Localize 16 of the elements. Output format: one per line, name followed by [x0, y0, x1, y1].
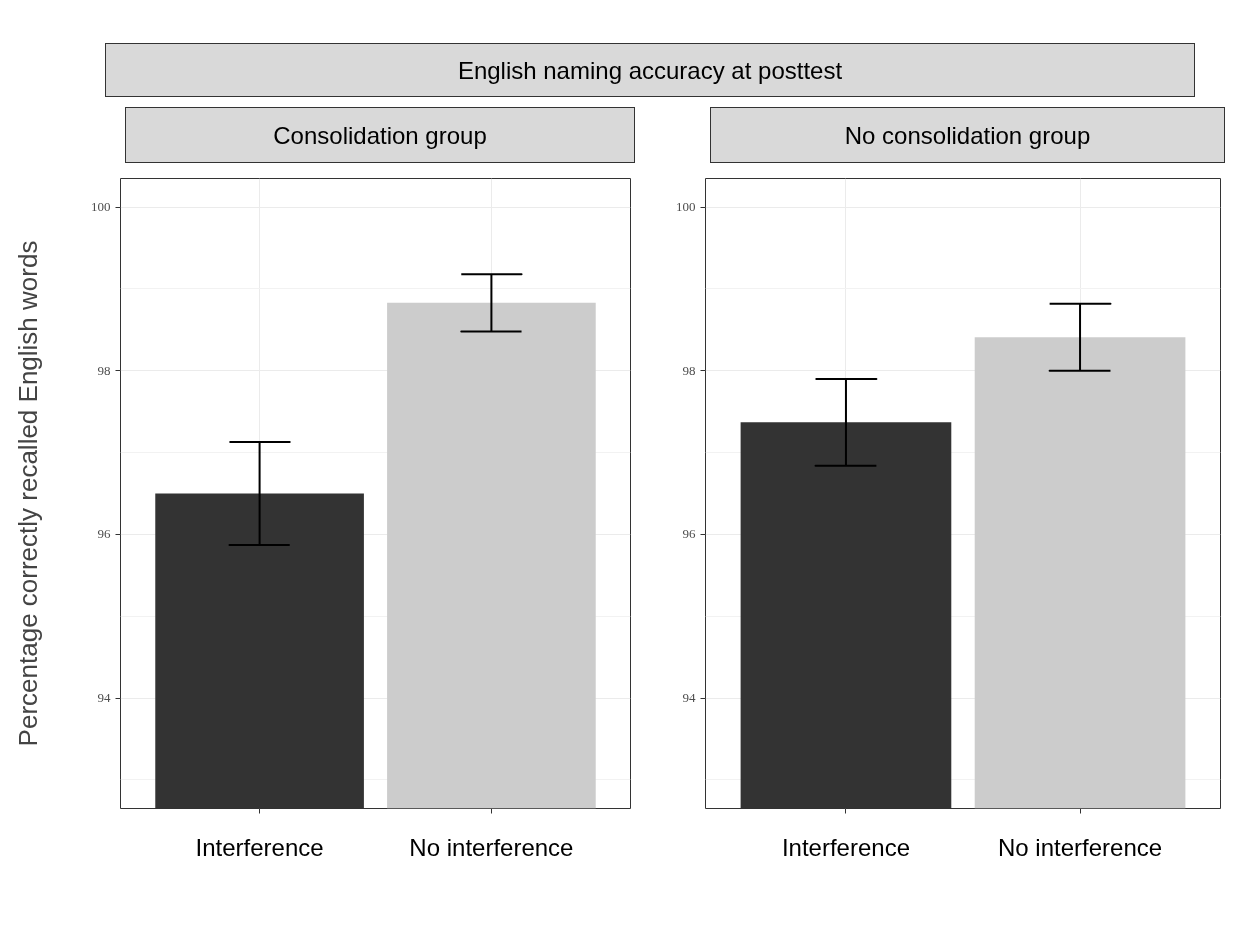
- y-tick-label: 96: [97, 526, 111, 542]
- y-axis-title: Percentage correctly recalled English words: [13, 240, 43, 747]
- chart-subtitle: No consolidation group: [844, 121, 1091, 151]
- y-tick-label: 94: [97, 690, 111, 706]
- y-tick-label: 98: [97, 362, 111, 378]
- y-tick-label: 96: [682, 526, 696, 542]
- x-tick-label: Interference: [781, 833, 910, 861]
- y-tick-label: 100: [91, 199, 111, 215]
- x-tick-label: No interference: [409, 833, 574, 861]
- y-tick-label: 94: [682, 690, 696, 706]
- y-tick-label: 98: [682, 362, 696, 378]
- chart-subtitle: Consolidation group: [273, 121, 487, 151]
- x-tick-label: No interference: [998, 833, 1163, 861]
- y-tick-label: 100: [676, 199, 696, 215]
- x-tick-label: Interference: [195, 833, 324, 861]
- chart-title: English naming accuracy at posttest: [457, 56, 843, 86]
